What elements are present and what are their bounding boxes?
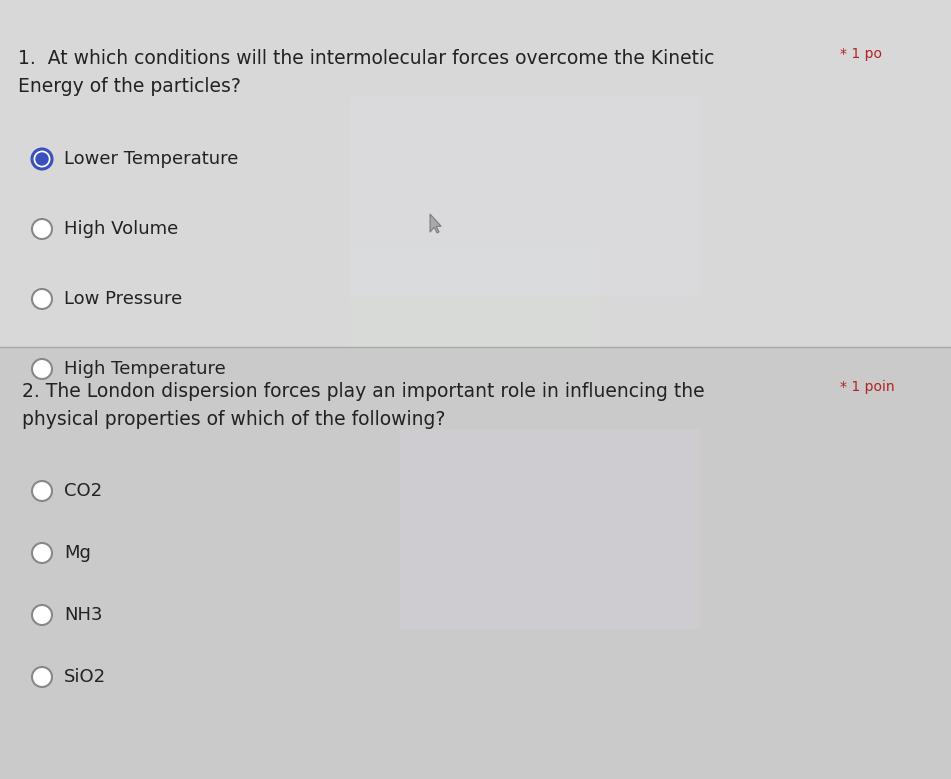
Bar (350, 97, 700, 297)
Text: High Temperature: High Temperature (64, 360, 225, 378)
Text: CO2: CO2 (64, 482, 102, 500)
Circle shape (36, 153, 48, 165)
Circle shape (32, 481, 52, 501)
Text: Low Pressure: Low Pressure (64, 290, 183, 308)
Bar (0, 347, 951, 779)
Text: 2. The London dispersion forces play an important role in influencing the: 2. The London dispersion forces play an … (22, 382, 705, 401)
Circle shape (32, 289, 52, 309)
Text: High Volume: High Volume (64, 220, 178, 238)
Circle shape (32, 219, 52, 239)
Polygon shape (430, 214, 441, 233)
Text: * 1 poin: * 1 poin (840, 380, 895, 394)
Circle shape (32, 667, 52, 687)
Bar (350, 247, 600, 347)
Text: SiO2: SiO2 (64, 668, 107, 686)
Text: physical properties of which of the following?: physical properties of which of the foll… (22, 410, 445, 429)
Text: NH3: NH3 (64, 606, 103, 624)
Text: * 1 po: * 1 po (840, 47, 882, 61)
Text: Mg: Mg (64, 544, 91, 562)
Circle shape (32, 359, 52, 379)
Circle shape (32, 149, 52, 169)
Text: Energy of the particles?: Energy of the particles? (18, 77, 241, 96)
Circle shape (32, 543, 52, 563)
Bar (0, 0, 951, 347)
Circle shape (32, 605, 52, 625)
Text: Lower Temperature: Lower Temperature (64, 150, 239, 168)
Text: 1.  At which conditions will the intermolecular forces overcome the Kinetic: 1. At which conditions will the intermol… (18, 49, 714, 68)
Bar (400, 429, 700, 629)
